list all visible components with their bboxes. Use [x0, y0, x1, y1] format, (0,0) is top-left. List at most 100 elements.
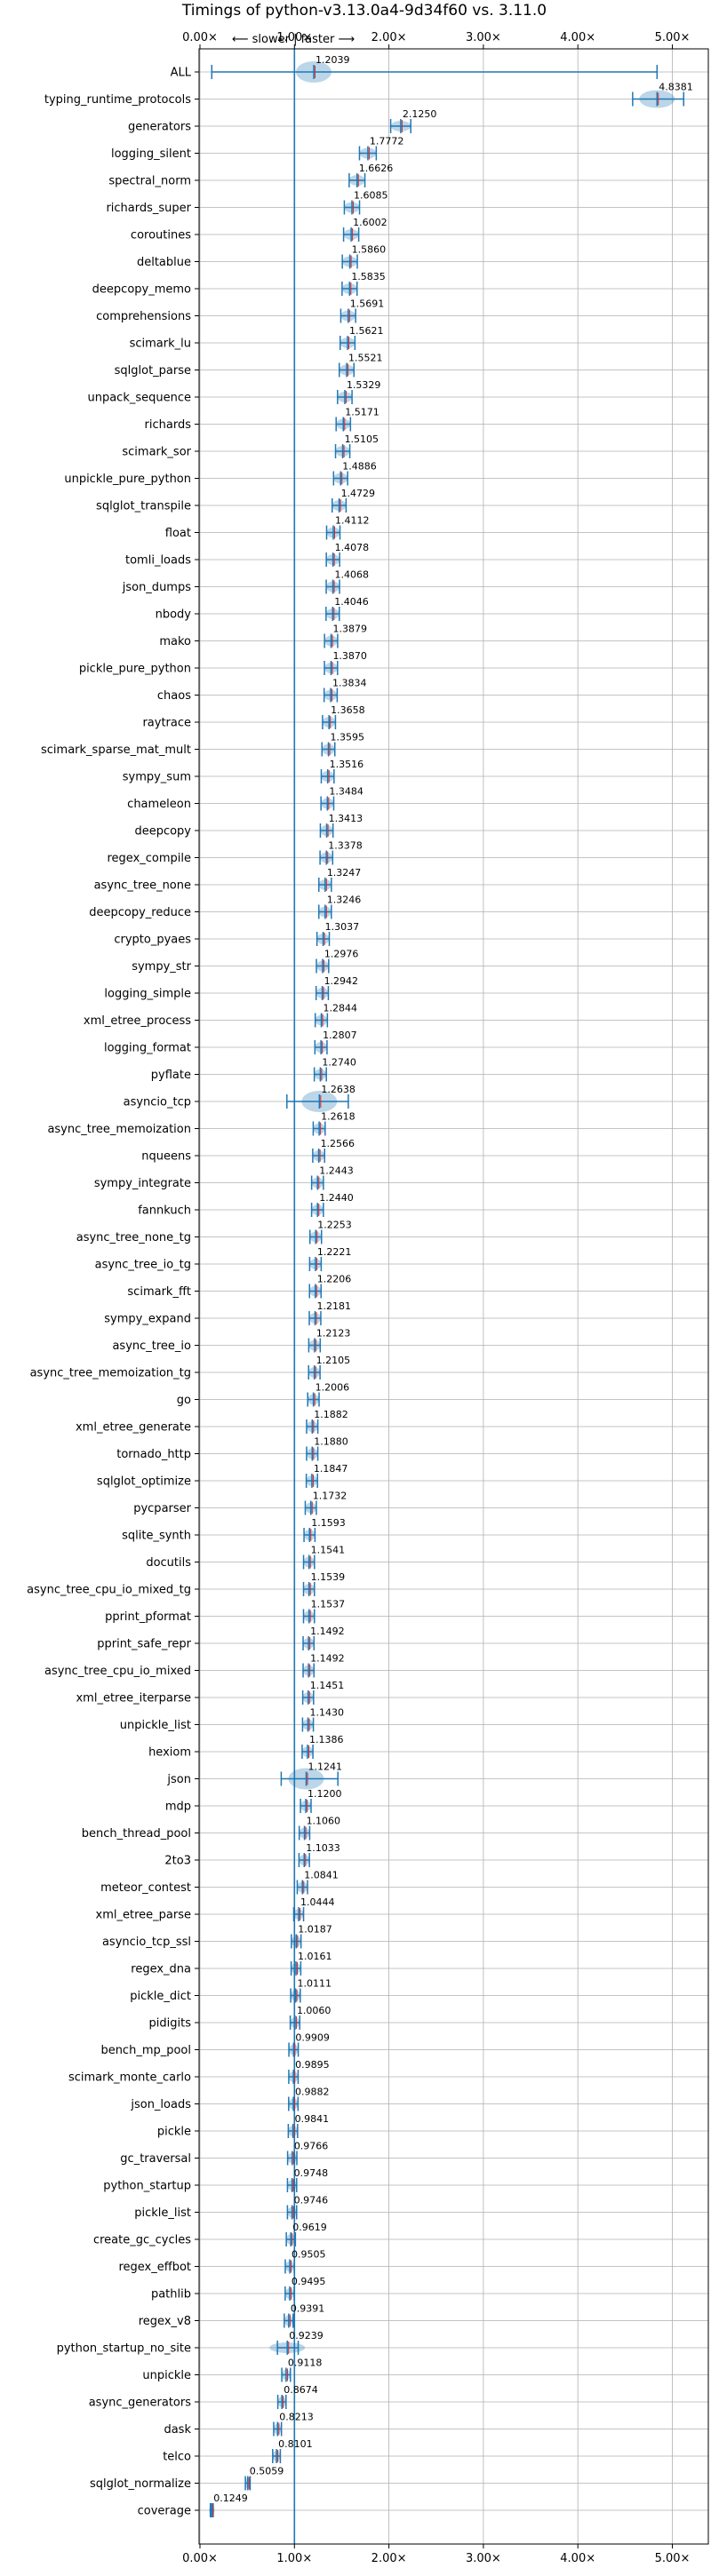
value-label: 1.2039: [316, 54, 350, 66]
x-tick-label-top: 1.00×: [276, 31, 312, 44]
value-label: 1.2006: [316, 1382, 350, 1394]
value-label: 2.1250: [403, 108, 437, 120]
category-label: async_tree_io: [112, 1340, 191, 1353]
chart-marks: [209, 49, 685, 2544]
category-label: coroutines: [131, 229, 191, 242]
value-label: 1.0060: [297, 2005, 332, 2016]
category-label: async_tree_memoization: [47, 1123, 191, 1136]
category-label: pycparser: [133, 1502, 191, 1515]
value-label: 1.2253: [317, 1220, 352, 1231]
value-label: 1.6002: [353, 217, 387, 228]
value-label: 0.1249: [213, 2493, 247, 2504]
category-label: sympy_sum: [123, 771, 191, 784]
value-label: 1.5521: [348, 353, 383, 364]
category-label: float: [165, 527, 191, 540]
x-tick-label-bottom: 0.00×: [182, 2552, 218, 2565]
value-label: 1.5691: [350, 298, 385, 310]
value-label: 1.0187: [298, 1924, 332, 1936]
category-label: deepcopy_reduce: [89, 906, 191, 919]
category-label: scimark_lu: [130, 338, 191, 351]
category-label: sqlglot_optimize: [97, 1475, 191, 1489]
category-label: regex_effbot: [118, 2261, 191, 2274]
category-label: regex_v8: [139, 2315, 191, 2328]
category-label: docutils: [146, 1556, 191, 1570]
category-label: scimark_sor: [122, 446, 191, 459]
category-label: bench_mp_pool: [100, 2044, 191, 2057]
value-label: 1.1386: [309, 1734, 344, 1745]
value-label: 0.8213: [279, 2412, 314, 2423]
category-label: comprehensions: [96, 310, 191, 323]
value-label: 1.1847: [314, 1463, 348, 1475]
value-label: 1.3879: [333, 624, 368, 635]
category-label: asyncio_tcp_ssl: [102, 1936, 191, 1949]
category-label: coverage: [138, 2505, 191, 2518]
value-label: 1.3037: [325, 921, 360, 933]
category-label: async_tree_io_tg: [95, 1259, 191, 1272]
value-label: 1.2807: [323, 1030, 357, 1041]
value-label: 1.7772: [370, 136, 404, 147]
value-label: 1.2181: [316, 1300, 351, 1312]
category-label: logging_simple: [104, 988, 191, 1001]
value-label: 1.1732: [313, 1491, 348, 1502]
category-label: unpickle_list: [120, 1719, 191, 1732]
category-label: xml_etree_parse: [96, 1909, 191, 1922]
category-label: asyncio_tcp: [124, 1096, 191, 1109]
category-label: pathlib: [151, 2288, 191, 2302]
value-label: 0.9882: [295, 2087, 330, 2098]
value-label: 1.3834: [332, 678, 367, 689]
value-label: 1.6626: [359, 163, 394, 174]
value-label: 0.9895: [295, 2059, 330, 2071]
category-label: sqlglot_transpile: [96, 500, 191, 513]
value-label: 1.2221: [317, 1246, 352, 1258]
category-label: tomli_loads: [125, 554, 191, 568]
value-label: 1.2440: [319, 1192, 354, 1204]
value-label: 1.2566: [321, 1138, 356, 1149]
category-label: sqlglot_parse: [115, 364, 191, 378]
value-label: 1.5860: [352, 244, 387, 256]
category-label: logging_format: [104, 1042, 191, 1055]
category-label: async_tree_none_tg: [76, 1231, 191, 1244]
x-tick-label-bottom: 4.00×: [560, 2552, 595, 2565]
category-label: pickle_list: [134, 2206, 191, 2220]
value-label: 1.4729: [341, 488, 376, 499]
category-label: generators: [128, 121, 191, 134]
category-label: async_tree_cpu_io_mixed: [44, 1665, 191, 1678]
value-label: 0.9909: [295, 2032, 330, 2044]
category-label: bench_thread_pool: [82, 1827, 191, 1841]
value-label: 1.2740: [322, 1057, 356, 1069]
category-label: chaos: [157, 689, 191, 703]
category-label: xml_etree_iterparse: [76, 1692, 191, 1705]
value-label: 1.1492: [310, 1626, 345, 1637]
chart-labels: 0.00× 0.00× 1.00× 1.00× 2.00× 2.00× 3.00× 3.00×…: [27, 31, 693, 2565]
category-label: scimark_sparse_mat_mult: [41, 743, 191, 757]
chart-title: Timings of python-v3.13.0a4-9d34f60 vs. …: [181, 2, 547, 20]
category-label: logging_silent: [111, 147, 191, 161]
value-label: 1.3413: [329, 813, 363, 824]
x-tick-label-bottom: 1.00×: [276, 2552, 312, 2565]
category-label: async_tree_cpu_io_mixed_tg: [27, 1584, 191, 1597]
plot-area-frame: [198, 48, 709, 2545]
category-label: ALL: [171, 67, 192, 80]
value-label: 1.6085: [354, 190, 388, 202]
value-label: 1.2844: [324, 1003, 358, 1014]
value-label: 0.8674: [284, 2384, 318, 2396]
direction-label: ⟵ slower | faster ⟶: [232, 33, 355, 46]
value-label: 1.5105: [345, 433, 379, 445]
value-label: 1.3484: [329, 786, 363, 798]
value-label: 0.9391: [291, 2303, 325, 2315]
category-label: telco: [163, 2451, 191, 2464]
value-label: 1.5835: [351, 271, 386, 282]
category-label: 2to3: [164, 1855, 191, 1868]
category-label: richards: [145, 418, 192, 432]
value-label: 1.3516: [330, 759, 364, 770]
value-label: 1.0161: [298, 1951, 332, 1962]
value-label: 1.2206: [317, 1274, 352, 1285]
category-label: mdp: [165, 1801, 191, 1814]
category-label: nbody: [156, 608, 192, 622]
value-label: 1.2976: [324, 949, 359, 960]
value-label: 1.2105: [316, 1355, 351, 1366]
category-label: richards_super: [106, 202, 191, 215]
value-label: 1.3870: [332, 650, 367, 662]
category-label: deepcopy_memo: [92, 283, 191, 297]
